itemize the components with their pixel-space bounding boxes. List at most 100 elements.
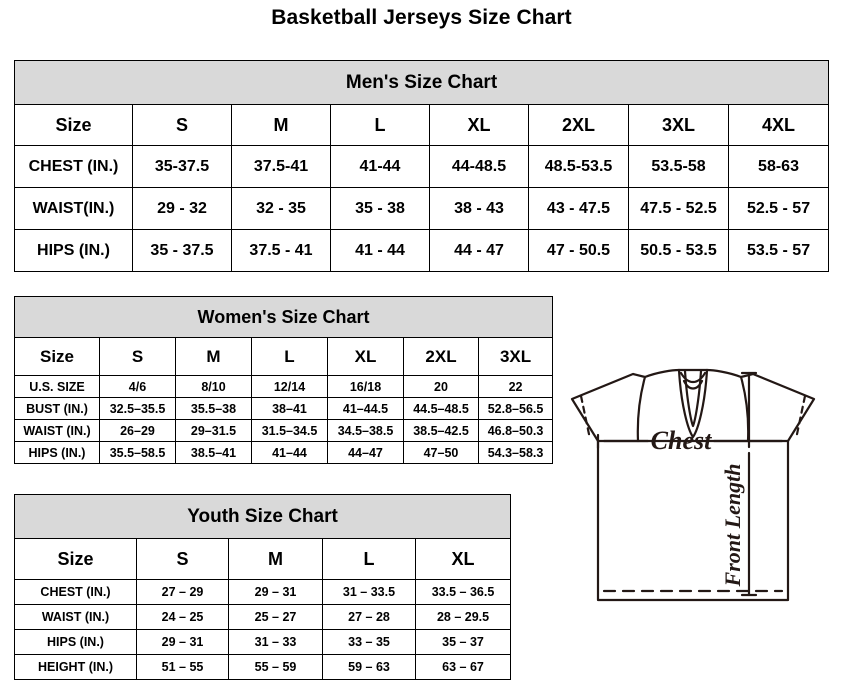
mens-waist-m: 32 - 35 bbox=[231, 187, 331, 230]
womens-header-xl: XL bbox=[327, 337, 404, 376]
mens-header-l: L bbox=[330, 104, 430, 146]
mens-chest-s: 35-37.5 bbox=[132, 145, 232, 188]
youth-chest-m: 29 – 31 bbox=[228, 579, 323, 605]
table-row: HIPS (IN.) 35.5–58.5 38.5–41 41–44 44–47… bbox=[14, 441, 554, 464]
mens-chest-4xl: 58-63 bbox=[727, 145, 830, 188]
table-row: HIPS (IN.) 29 – 31 31 – 33 33 – 35 35 – … bbox=[14, 629, 512, 655]
mens-row-label-hips: HIPS (IN.) bbox=[14, 229, 133, 272]
womens-waist-m: 29–31.5 bbox=[175, 419, 252, 442]
collar-arc-1-icon bbox=[679, 371, 707, 384]
mens-header-2xl: 2XL bbox=[528, 104, 629, 146]
womens-bust-l: 38–41 bbox=[251, 397, 328, 420]
youth-header-l: L bbox=[322, 538, 416, 580]
mens-hips-m: 37.5 - 41 bbox=[231, 229, 331, 272]
womens-size-chart-table: Women's Size Chart Size S M L XL 2XL 3XL… bbox=[13, 296, 554, 464]
womens-bust-xl: 41–44.5 bbox=[327, 397, 404, 420]
womens-header-size: Size bbox=[14, 337, 100, 376]
mens-header-xl: XL bbox=[429, 104, 529, 146]
jersey-measurement-diagram: Chest Front Length bbox=[548, 355, 838, 645]
youth-band-title: Youth Size Chart bbox=[13, 494, 512, 539]
youth-chest-xl: 33.5 – 36.5 bbox=[414, 579, 512, 605]
mens-waist-3xl: 47.5 - 52.5 bbox=[628, 187, 729, 230]
youth-row-label-waist: WAIST (IN.) bbox=[14, 604, 137, 630]
youth-row-label-hips: HIPS (IN.) bbox=[14, 629, 137, 655]
womens-bust-2xl: 44.5–48.5 bbox=[403, 397, 479, 420]
left-shoulder-icon bbox=[643, 368, 681, 379]
womens-band-row: Women's Size Chart bbox=[13, 296, 554, 338]
womens-waist-3xl: 46.8–50.3 bbox=[477, 419, 554, 442]
right-cuff-dash-icon bbox=[794, 394, 807, 441]
table-row: CHEST (IN.) 27 – 29 29 – 31 31 – 33.5 33… bbox=[14, 579, 512, 605]
womens-hips-xl: 44–47 bbox=[327, 441, 404, 464]
youth-height-l: 59 – 63 bbox=[322, 654, 416, 680]
mens-header-m: M bbox=[231, 104, 331, 146]
womens-header-3xl: 3XL bbox=[477, 337, 554, 376]
mens-hips-4xl: 53.5 - 57 bbox=[727, 229, 830, 272]
youth-height-xl: 63 – 67 bbox=[414, 654, 512, 680]
mens-size-chart-table: Men's Size Chart Size S M L XL 2XL 3XL 4… bbox=[13, 60, 830, 272]
womens-bust-s: 32.5–35.5 bbox=[99, 397, 176, 420]
womens-bust-3xl: 52.8–56.5 bbox=[477, 397, 554, 420]
mens-header-size: Size bbox=[14, 104, 133, 146]
mens-waist-l: 35 - 38 bbox=[330, 187, 430, 230]
womens-header-row: Size S M L XL 2XL 3XL bbox=[14, 337, 554, 376]
womens-row-label-us-size: U.S. SIZE bbox=[14, 375, 100, 398]
womens-ussize-s: 4/6 bbox=[99, 375, 176, 398]
mens-hips-3xl: 50.5 - 53.5 bbox=[628, 229, 729, 272]
table-row: BUST (IN.) 32.5–35.5 35.5–38 38–41 41–44… bbox=[14, 397, 554, 420]
youth-hips-l: 33 – 35 bbox=[322, 629, 416, 655]
womens-row-label-waist: WAIST (IN.) bbox=[14, 419, 100, 442]
womens-band-title: Women's Size Chart bbox=[13, 296, 554, 338]
mens-row-label-chest: CHEST (IN.) bbox=[14, 145, 133, 188]
womens-hips-m: 38.5–41 bbox=[175, 441, 252, 464]
mens-row-label-waist: WAIST(IN.) bbox=[14, 187, 133, 230]
table-row: WAIST (IN.) 24 – 25 25 – 27 27 – 28 28 –… bbox=[14, 604, 512, 630]
womens-bust-m: 35.5–38 bbox=[175, 397, 252, 420]
vneck-inner-icon bbox=[683, 369, 703, 428]
mens-chest-l: 41-44 bbox=[330, 145, 430, 188]
table-row: HIPS (IN.) 35 - 37.5 37.5 - 41 41 - 44 4… bbox=[14, 229, 830, 272]
youth-header-m: M bbox=[228, 538, 323, 580]
mens-chest-2xl: 48.5-53.5 bbox=[528, 145, 629, 188]
womens-waist-l: 31.5–34.5 bbox=[251, 419, 328, 442]
youth-header-row: Size S M L XL bbox=[14, 538, 512, 580]
womens-hips-3xl: 54.3–58.3 bbox=[477, 441, 554, 464]
mens-header-row: Size S M L XL 2XL 3XL 4XL bbox=[14, 104, 830, 146]
mens-header-4xl: 4XL bbox=[727, 104, 830, 146]
youth-header-s: S bbox=[136, 538, 229, 580]
womens-row-label-hips: HIPS (IN.) bbox=[14, 441, 100, 464]
page-title: Basketball Jerseys Size Chart bbox=[271, 6, 572, 29]
womens-ussize-3xl: 22 bbox=[477, 375, 554, 398]
youth-chest-l: 31 – 33.5 bbox=[322, 579, 416, 605]
womens-ussize-m: 8/10 bbox=[175, 375, 252, 398]
womens-waist-s: 26–29 bbox=[99, 419, 176, 442]
womens-row-label-bust: BUST (IN.) bbox=[14, 397, 100, 420]
mens-chest-xl: 44-48.5 bbox=[429, 145, 529, 188]
womens-waist-2xl: 38.5–42.5 bbox=[403, 419, 479, 442]
womens-header-l: L bbox=[251, 337, 328, 376]
youth-header-xl: XL bbox=[414, 538, 512, 580]
mens-waist-xl: 38 - 43 bbox=[429, 187, 529, 230]
mens-header-s: S bbox=[132, 104, 232, 146]
youth-band-row: Youth Size Chart bbox=[13, 494, 512, 539]
womens-hips-s: 35.5–58.5 bbox=[99, 441, 176, 464]
front-length-dimension-label: Front Length bbox=[720, 464, 745, 588]
mens-waist-4xl: 52.5 - 57 bbox=[727, 187, 830, 230]
table-row: CHEST (IN.) 35-37.5 37.5-41 41-44 44-48.… bbox=[14, 145, 830, 188]
right-shoulder-icon bbox=[705, 368, 743, 379]
table-row: WAIST (IN.) 26–29 29–31.5 31.5–34.5 34.5… bbox=[14, 419, 554, 442]
youth-row-label-height: HEIGHT (IN.) bbox=[14, 654, 137, 680]
youth-waist-m: 25 – 27 bbox=[228, 604, 323, 630]
youth-hips-m: 31 – 33 bbox=[228, 629, 323, 655]
mens-header-3xl: 3XL bbox=[628, 104, 729, 146]
youth-size-chart-table: Youth Size Chart Size S M L XL CHEST (IN… bbox=[13, 494, 512, 680]
mens-waist-2xl: 43 - 47.5 bbox=[528, 187, 629, 230]
youth-waist-l: 27 – 28 bbox=[322, 604, 416, 630]
womens-hips-l: 41–44 bbox=[251, 441, 328, 464]
womens-waist-xl: 34.5–38.5 bbox=[327, 419, 404, 442]
jersey-body-icon bbox=[596, 439, 790, 602]
womens-header-2xl: 2XL bbox=[403, 337, 479, 376]
youth-header-size: Size bbox=[14, 538, 137, 580]
womens-ussize-2xl: 20 bbox=[403, 375, 479, 398]
mens-hips-xl: 44 - 47 bbox=[429, 229, 529, 272]
